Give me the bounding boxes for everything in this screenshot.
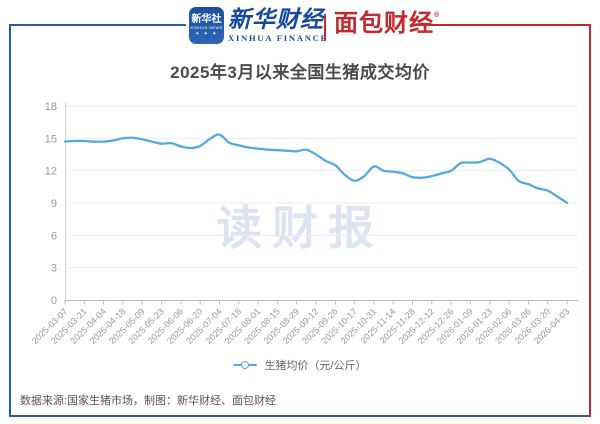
y-axis-label: 12 [45, 166, 57, 178]
mianbao-caijing-logo: 面包财经® [334, 12, 440, 36]
pig-price-series-line [63, 133, 569, 205]
legend-label: 生猪均价（元/公斤） [264, 360, 367, 372]
y-axis-label: 0 [51, 295, 57, 307]
y-axis-label: 9 [51, 198, 57, 210]
watermark-text: 读财报 [216, 202, 384, 254]
xinhua-finance-logo: 新华财经 XINHUA FINANCE [228, 8, 328, 43]
y-axis-label: 6 [51, 230, 57, 242]
y-axis-label: 18 [45, 101, 57, 113]
xinhua-news-agency-logo: 新华社 XINHUA NEWS ✦ ✦ ✦ [189, 7, 224, 44]
xinhua-finance-english: XINHUA FINANCE [228, 33, 329, 43]
xinhua-finance-wordmark: 新华财经 [228, 7, 324, 32]
frame-border-bottom [9, 415, 589, 417]
logo-divider [324, 14, 326, 41]
frame-border-right [589, 24, 591, 417]
legend-line-marker [233, 360, 258, 369]
legend-circle-icon [241, 360, 250, 369]
legend: 生猪均价（元/公斤） [0, 357, 600, 373]
frame-border-left [9, 24, 11, 417]
frame-border-top-right [418, 24, 591, 26]
y-axis-label: 3 [51, 263, 57, 275]
xinhua-news-logo-subtext: XINHUA NEWS [190, 24, 223, 30]
frame-border-top-left [9, 24, 186, 26]
mianbao-wordmark: 面包财经 [334, 10, 434, 37]
stars-decoration-icon: ✦ ✦ ✦ [195, 30, 218, 37]
registered-trademark-icon: ® [434, 12, 441, 19]
chart-title: 2025年3月以来全国生猪成交均价 [170, 63, 430, 82]
xinhua-news-logo-text: 新华社 [191, 13, 222, 25]
data-source-note: 数据来源:国家生猪市场，制图：新华财经、面包财经 [20, 395, 277, 407]
y-axis-label: 15 [45, 133, 57, 145]
